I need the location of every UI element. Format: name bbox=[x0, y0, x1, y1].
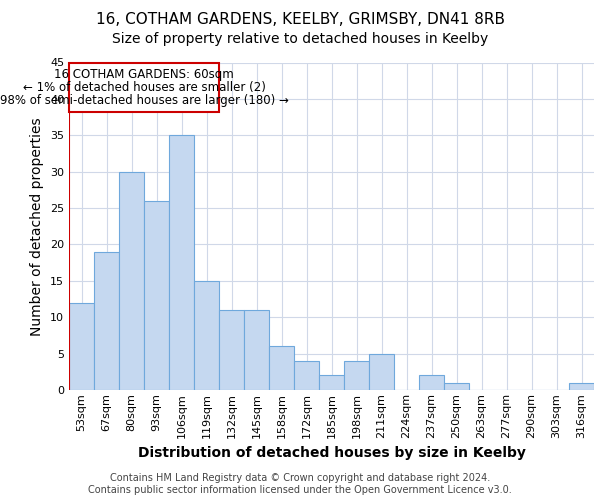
Bar bbox=[94, 252, 119, 390]
Bar bbox=[169, 136, 194, 390]
Bar bbox=[319, 376, 344, 390]
Bar bbox=[244, 310, 269, 390]
Bar bbox=[369, 354, 394, 390]
Text: 16 COTHAM GARDENS: 60sqm: 16 COTHAM GARDENS: 60sqm bbox=[54, 68, 234, 80]
Bar bbox=[444, 382, 469, 390]
Bar bbox=[194, 281, 219, 390]
X-axis label: Distribution of detached houses by size in Keelby: Distribution of detached houses by size … bbox=[137, 446, 526, 460]
Bar bbox=[294, 361, 319, 390]
Text: 98% of semi-detached houses are larger (180) →: 98% of semi-detached houses are larger (… bbox=[0, 94, 289, 107]
Text: Contains HM Land Registry data © Crown copyright and database right 2024.
Contai: Contains HM Land Registry data © Crown c… bbox=[88, 474, 512, 495]
Bar bbox=[69, 62, 219, 112]
Y-axis label: Number of detached properties: Number of detached properties bbox=[31, 117, 44, 336]
Bar bbox=[219, 310, 244, 390]
Text: ← 1% of detached houses are smaller (2): ← 1% of detached houses are smaller (2) bbox=[23, 80, 265, 94]
Bar bbox=[69, 302, 94, 390]
Bar bbox=[144, 201, 169, 390]
Text: Size of property relative to detached houses in Keelby: Size of property relative to detached ho… bbox=[112, 32, 488, 46]
Text: 16, COTHAM GARDENS, KEELBY, GRIMSBY, DN41 8RB: 16, COTHAM GARDENS, KEELBY, GRIMSBY, DN4… bbox=[95, 12, 505, 28]
Bar bbox=[419, 376, 444, 390]
Bar bbox=[119, 172, 144, 390]
Bar bbox=[269, 346, 294, 390]
Bar bbox=[569, 382, 594, 390]
Bar bbox=[344, 361, 369, 390]
